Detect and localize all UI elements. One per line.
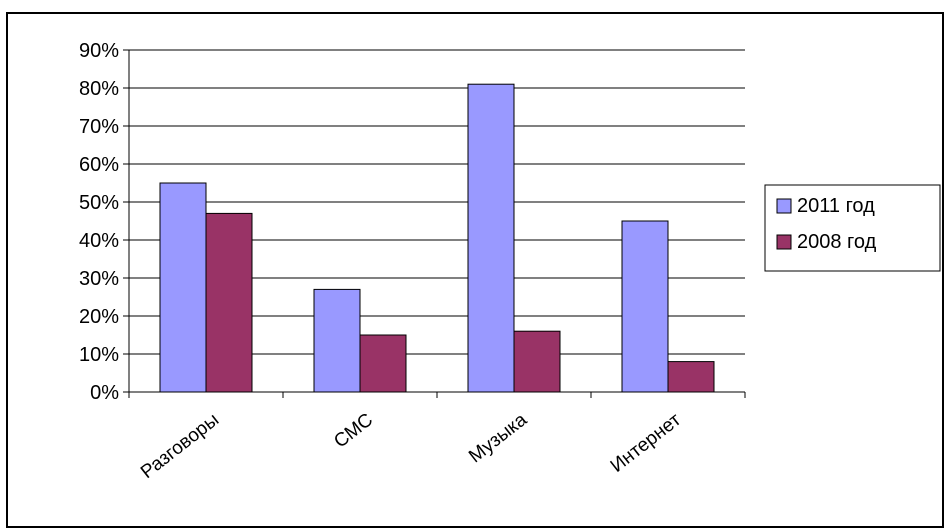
category-label: СМС [330, 409, 377, 452]
legend-box [764, 184, 941, 272]
bar-series-1 [313, 288, 361, 393]
bar-series-2 [359, 334, 407, 393]
y-tick-label: 50% [79, 192, 119, 214]
legend: 2011 год 2008 год [764, 184, 941, 272]
bar-series-1 [621, 220, 669, 393]
legend-label: 2008 год [797, 231, 877, 253]
legend-swatch [776, 234, 792, 250]
bars [159, 83, 715, 393]
y-tick-label: 90% [79, 40, 119, 62]
bar-series-2 [667, 361, 715, 393]
bar-series-1 [159, 182, 207, 393]
y-tick-labels: 0% 10% 20% 30% 40% 50% 60% 70% 80% 90% [79, 40, 119, 404]
y-tick-label: 20% [79, 306, 119, 328]
y-tick-label: 10% [79, 344, 119, 366]
y-tick-label: 40% [79, 230, 119, 252]
category-label: Разговоры [137, 409, 223, 483]
bar-series-1 [467, 83, 515, 393]
y-tick-label: 30% [79, 268, 119, 290]
bar-series-2 [513, 330, 561, 393]
category-labels: Разговоры СМС Музыка Интернет [137, 409, 685, 483]
legend-label: 2011 год [797, 195, 875, 217]
category-label: Музыка [465, 409, 531, 467]
y-tick-label: 70% [79, 116, 119, 138]
y-tick-label: 0% [90, 382, 119, 404]
legend-swatch [776, 198, 792, 214]
y-tick-label: 80% [79, 78, 119, 100]
y-tick-label: 60% [79, 154, 119, 176]
bar-series-2 [205, 212, 253, 393]
category-label: Интернет [607, 409, 685, 477]
